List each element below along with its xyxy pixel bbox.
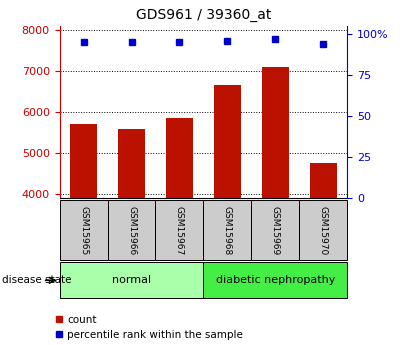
Text: disease state: disease state (2, 275, 72, 285)
Title: GDS961 / 39360_at: GDS961 / 39360_at (136, 8, 271, 22)
Bar (262, 67, 289, 198)
Text: GSM15966: GSM15966 (127, 206, 136, 255)
Bar (155, 200, 203, 260)
Bar (252, 200, 299, 260)
Bar (118, 129, 145, 198)
Bar (203, 200, 252, 260)
Text: GSM15967: GSM15967 (175, 206, 184, 255)
Bar (70, 125, 97, 198)
Text: GSM15968: GSM15968 (223, 206, 232, 255)
Text: GSM15965: GSM15965 (79, 206, 88, 255)
Text: diabetic nephropathy: diabetic nephropathy (216, 275, 335, 285)
Text: normal: normal (112, 275, 151, 285)
Bar (299, 200, 347, 260)
Bar (60, 262, 203, 298)
Bar (214, 86, 240, 198)
Legend: count, percentile rank within the sample: count, percentile rank within the sample (55, 315, 243, 340)
Text: GSM15969: GSM15969 (271, 206, 280, 255)
Bar (203, 262, 347, 298)
Text: GSM15970: GSM15970 (319, 206, 328, 255)
Bar (108, 200, 155, 260)
Bar (310, 164, 337, 198)
Bar (166, 118, 193, 198)
Bar (60, 200, 108, 260)
